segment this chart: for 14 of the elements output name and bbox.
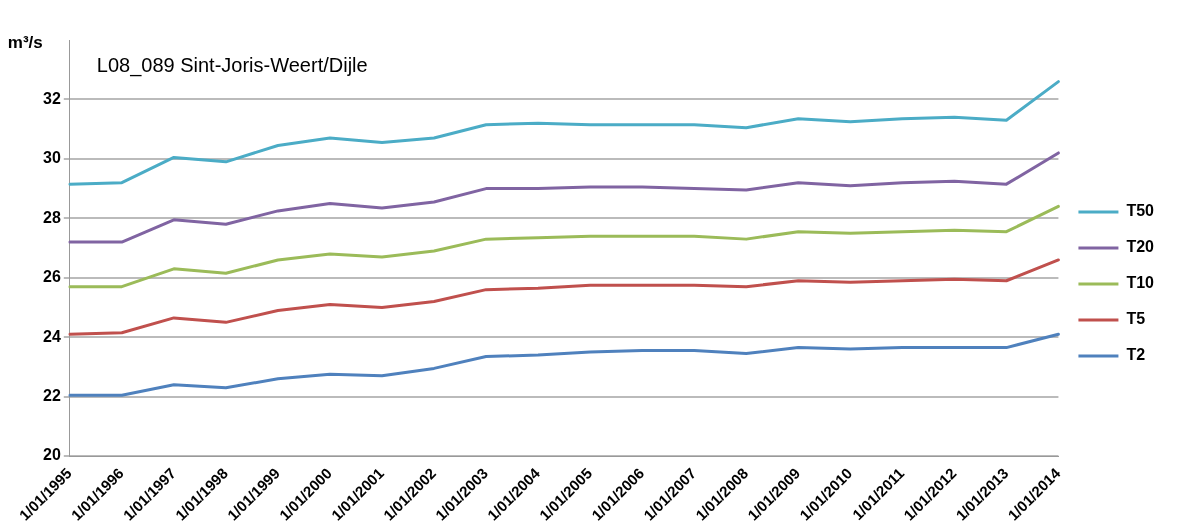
y-axis-title: m³/s	[7, 32, 43, 52]
legend-label: T10	[1126, 274, 1155, 292]
y-tick-label: 28	[43, 208, 61, 226]
y-tick-label: 20	[43, 446, 61, 464]
y-tick-label: 24	[43, 327, 61, 345]
y-tick-label: 32	[43, 89, 61, 107]
y-tick-label: 22	[43, 387, 61, 405]
y-tick-label: 26	[43, 268, 61, 286]
legend-label: T20	[1126, 238, 1155, 256]
legend-label: T50	[1126, 202, 1155, 220]
legend-label: T2	[1126, 346, 1146, 364]
text: L08_089 Sint-Joris-Weert/Dijle	[96, 53, 368, 77]
y-tick-label: 30	[43, 149, 61, 167]
legend-label: T5	[1126, 310, 1146, 328]
